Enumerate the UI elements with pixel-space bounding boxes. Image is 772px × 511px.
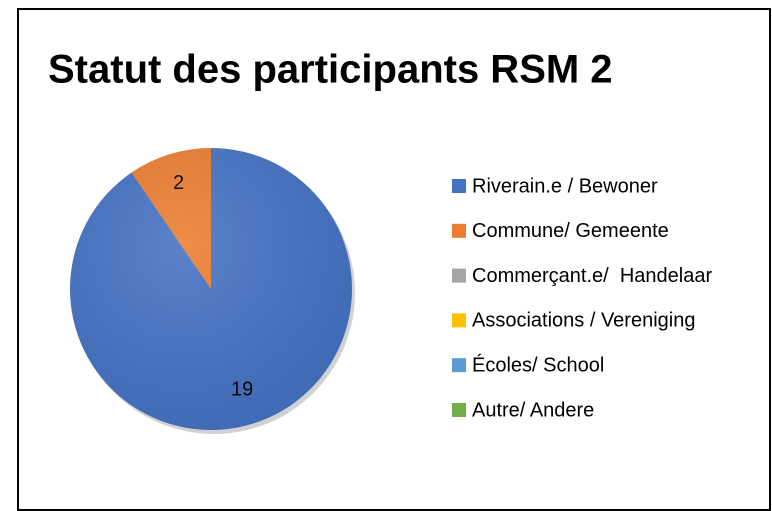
chart-title: Statut des participants RSM 2: [48, 48, 613, 92]
data-label: 2: [173, 172, 184, 194]
legend-swatch: [452, 179, 466, 193]
legend-label: Écoles/ School: [472, 353, 604, 376]
legend-swatch: [452, 268, 466, 283]
legend-label: Commune/ Gemeente: [472, 220, 669, 242]
legend-swatch: [452, 403, 466, 417]
legend-swatch: [452, 313, 466, 328]
legend: Riverain.e / Bewoner Commune/ Gemeente Com…: [452, 175, 712, 421]
legend-swatch: [452, 358, 466, 373]
legend-label: Commerçant.e/ Handelaar: [472, 265, 712, 287]
legend-label: Autre/ Andere: [472, 399, 594, 421]
data-label: 19: [231, 378, 253, 400]
legend-swatch: [452, 223, 466, 238]
legend-label: Associations / Vereniging: [472, 310, 695, 332]
pie: 19 2: [69, 148, 355, 434]
legend-label: Riverain.e / Bewoner: [472, 175, 658, 197]
